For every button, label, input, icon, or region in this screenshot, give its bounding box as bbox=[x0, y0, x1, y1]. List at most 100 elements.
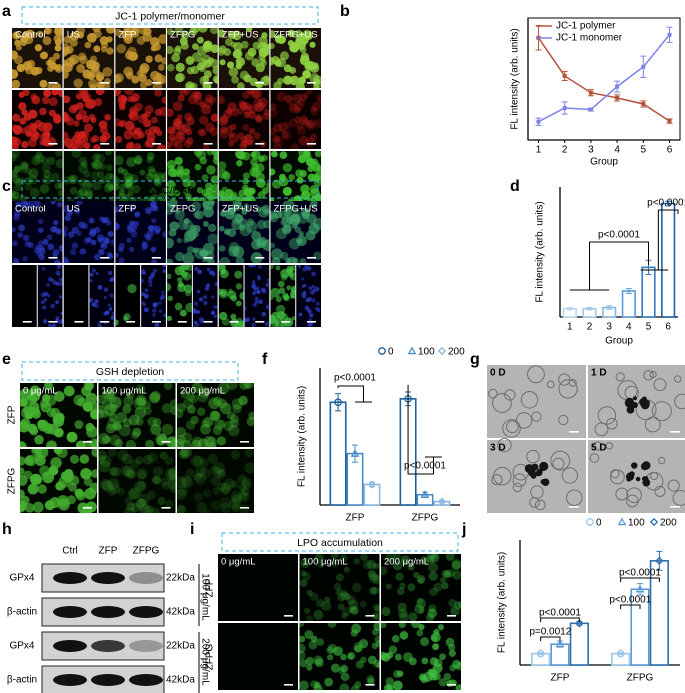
cell bbox=[184, 290, 192, 297]
cell bbox=[140, 81, 148, 88]
cell bbox=[103, 82, 111, 88]
cell bbox=[150, 246, 157, 253]
cell bbox=[34, 201, 41, 207]
micrograph bbox=[244, 265, 270, 327]
organelle bbox=[515, 412, 533, 429]
cell bbox=[167, 126, 176, 135]
cell bbox=[217, 398, 228, 409]
cell bbox=[123, 172, 134, 183]
cell bbox=[196, 151, 207, 160]
cell bbox=[89, 228, 96, 235]
cell bbox=[154, 174, 164, 185]
cell bbox=[53, 449, 63, 455]
size-label: 42kDa bbox=[166, 675, 195, 686]
cell bbox=[297, 98, 306, 107]
error-bar bbox=[537, 652, 544, 656]
error-bar bbox=[617, 652, 624, 656]
cell bbox=[107, 253, 114, 260]
cell bbox=[91, 159, 102, 170]
data-point bbox=[562, 73, 567, 78]
cell bbox=[89, 298, 92, 303]
image-background bbox=[381, 554, 461, 621]
cell bbox=[142, 119, 152, 128]
cell bbox=[403, 652, 413, 663]
cell bbox=[169, 484, 176, 494]
cell bbox=[121, 453, 133, 465]
organelle bbox=[550, 450, 571, 471]
cells bbox=[20, 383, 97, 447]
cell bbox=[16, 63, 25, 73]
cell bbox=[131, 75, 140, 84]
cell bbox=[112, 420, 122, 430]
cell bbox=[372, 562, 379, 570]
cell bbox=[102, 435, 111, 444]
cell bbox=[73, 78, 83, 88]
cell bbox=[316, 561, 324, 568]
cell bbox=[161, 481, 171, 491]
cell bbox=[223, 228, 231, 236]
cell bbox=[27, 174, 38, 185]
scale-bar bbox=[307, 82, 316, 84]
cell bbox=[75, 440, 86, 447]
cell bbox=[129, 459, 140, 469]
size-label: 42kDa bbox=[166, 607, 195, 618]
cell bbox=[47, 243, 55, 251]
cell bbox=[43, 90, 52, 98]
cell bbox=[203, 220, 209, 227]
error-bar bbox=[335, 393, 342, 412]
cell bbox=[121, 168, 129, 176]
cell bbox=[243, 203, 250, 209]
micrograph bbox=[63, 201, 115, 263]
image-background bbox=[177, 383, 254, 447]
cell bbox=[63, 226, 69, 233]
cell bbox=[219, 225, 225, 232]
p-value: p<0.0001 bbox=[647, 198, 685, 209]
cell bbox=[256, 286, 260, 290]
cell bbox=[312, 164, 321, 173]
scale-bar bbox=[83, 507, 92, 509]
cell bbox=[441, 582, 449, 590]
legend-marker bbox=[649, 517, 659, 527]
panel-label: d bbox=[510, 178, 520, 195]
scale-bar bbox=[100, 82, 110, 84]
cell bbox=[79, 248, 87, 255]
cells bbox=[12, 201, 63, 263]
cell bbox=[27, 423, 38, 434]
cell bbox=[78, 131, 85, 138]
cell bbox=[313, 75, 321, 85]
cell bbox=[302, 267, 307, 272]
cell bbox=[53, 219, 59, 226]
cell bbox=[430, 632, 441, 643]
cell bbox=[50, 172, 60, 182]
cell bbox=[275, 296, 282, 303]
cells bbox=[167, 265, 192, 322]
cell bbox=[211, 295, 215, 299]
cell bbox=[297, 238, 303, 244]
cell bbox=[230, 313, 237, 320]
scale-bar bbox=[365, 615, 375, 617]
cell bbox=[42, 319, 48, 324]
micrograph bbox=[192, 265, 218, 327]
organelle bbox=[651, 401, 672, 422]
cell bbox=[78, 156, 87, 166]
cell bbox=[131, 184, 141, 194]
cell bbox=[107, 303, 111, 307]
cells bbox=[177, 449, 254, 513]
cell bbox=[81, 161, 88, 168]
cell bbox=[115, 252, 120, 258]
cell bbox=[290, 294, 295, 299]
cell bbox=[63, 473, 73, 483]
cell bbox=[294, 29, 303, 38]
cell bbox=[255, 63, 265, 73]
cell bbox=[252, 41, 261, 50]
cell bbox=[212, 486, 221, 495]
cell bbox=[230, 490, 242, 502]
cell bbox=[38, 247, 46, 255]
cell bbox=[158, 106, 166, 117]
cell bbox=[177, 403, 186, 413]
cell bbox=[367, 655, 377, 665]
cell bbox=[91, 439, 97, 447]
cell bbox=[115, 205, 122, 212]
cell bbox=[149, 507, 161, 513]
row-label: β-actin bbox=[7, 675, 37, 686]
